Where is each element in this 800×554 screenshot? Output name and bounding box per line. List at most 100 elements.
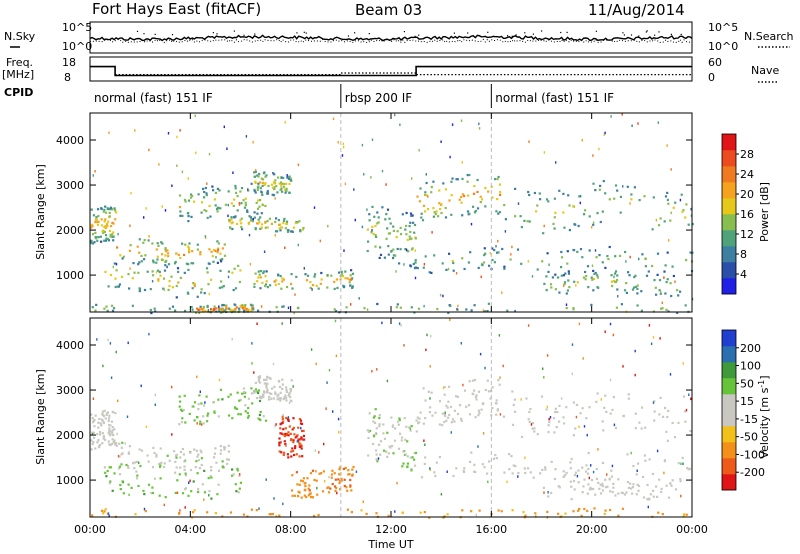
power-cell xyxy=(579,201,581,205)
velocity-cell xyxy=(328,475,330,479)
power-cell xyxy=(233,216,236,219)
velocity-cell xyxy=(130,486,133,489)
power-cell xyxy=(466,210,470,213)
velocity-cell xyxy=(117,454,120,458)
velocity-cell xyxy=(398,417,401,420)
velocity-cell xyxy=(527,418,530,421)
power-cell xyxy=(210,308,213,311)
velocity-cell xyxy=(343,484,346,488)
velocity-cell xyxy=(189,468,193,472)
velocity-cell xyxy=(434,411,437,414)
velocity-cell xyxy=(349,485,352,488)
velocity-cell xyxy=(281,378,284,381)
velocity-cell xyxy=(346,489,349,492)
velocity-cell xyxy=(546,510,549,513)
power-cell xyxy=(554,288,557,291)
power-cell xyxy=(250,218,253,221)
velocity-cell xyxy=(653,410,656,413)
power-cell xyxy=(576,250,579,253)
y-tick-label: 2000 xyxy=(56,224,84,237)
velocity-cell xyxy=(549,416,552,419)
power-cell xyxy=(143,216,145,219)
velocity-cell xyxy=(494,454,497,457)
power-cell xyxy=(234,215,237,218)
power-cell xyxy=(616,288,619,291)
velocity-cell xyxy=(184,474,187,477)
velocity-cell xyxy=(488,460,491,463)
power-cell xyxy=(179,129,181,132)
velocity-cell xyxy=(562,416,565,419)
noise-spike xyxy=(154,33,156,35)
velocity-cell xyxy=(422,422,425,425)
power-cell xyxy=(528,220,531,223)
power-cell xyxy=(280,287,283,290)
velocity-cell xyxy=(99,431,102,434)
velocity-cell xyxy=(424,399,427,402)
velocity-cell xyxy=(526,467,530,470)
velocity-cell xyxy=(575,403,578,407)
x-tick-label: 20:00 xyxy=(576,523,608,536)
power-cell xyxy=(306,274,310,277)
velocity-cell xyxy=(292,385,294,388)
velocity-cell xyxy=(377,457,380,460)
power-cell xyxy=(257,182,260,185)
power-cell xyxy=(399,248,402,251)
velocity-cell xyxy=(635,493,638,496)
power-cell xyxy=(314,273,317,276)
power-cell xyxy=(434,213,437,216)
power-cell xyxy=(152,274,155,277)
power-cell xyxy=(430,191,433,194)
power-cell xyxy=(681,210,684,213)
velocity-cell xyxy=(429,467,431,470)
power-cell xyxy=(636,304,639,307)
x-tick-label: 12:00 xyxy=(375,523,407,536)
velocity-cell xyxy=(378,414,381,417)
velocity-cell xyxy=(428,411,431,414)
power-cell xyxy=(496,251,499,254)
power-cell xyxy=(211,185,214,188)
power-cell xyxy=(213,198,216,201)
velocity-cell xyxy=(257,377,261,381)
velocity-cell xyxy=(98,444,102,447)
velocity-cell xyxy=(279,427,282,430)
power-cell xyxy=(227,270,230,273)
velocity-cell xyxy=(163,503,165,507)
velocity-cell xyxy=(213,410,216,413)
power-cell xyxy=(341,275,345,278)
power-cell xyxy=(470,222,473,226)
power-cell xyxy=(476,207,480,210)
power-cell xyxy=(198,311,201,315)
power-cell xyxy=(232,171,234,174)
power-cell xyxy=(192,262,195,265)
velocity-cell xyxy=(393,439,397,442)
power-cell xyxy=(205,194,208,197)
velocity-cell xyxy=(423,462,426,466)
velocity-cell xyxy=(135,460,138,463)
velocity-cell xyxy=(111,431,114,434)
power-cell xyxy=(244,308,247,311)
power-cell xyxy=(320,271,323,275)
power-cell xyxy=(467,261,470,264)
velocity-cell xyxy=(614,494,617,497)
velocity-cell xyxy=(511,423,515,426)
power-cell xyxy=(214,204,217,207)
velocity-cell xyxy=(646,498,649,501)
nave-right-tick-bottom: 0 xyxy=(708,71,715,84)
velocity-cell xyxy=(611,491,614,494)
velocity-cell xyxy=(179,400,182,403)
power-cell xyxy=(619,211,622,214)
power-cell xyxy=(179,210,182,213)
power-cell xyxy=(159,274,162,277)
velocity-cell xyxy=(576,474,579,478)
noise-spike xyxy=(654,34,656,36)
power-cell xyxy=(104,239,107,242)
power-cell xyxy=(258,221,261,224)
velocity-cell xyxy=(556,411,559,414)
velocity-cell xyxy=(634,427,637,430)
power-cell xyxy=(547,270,550,273)
power-cell xyxy=(592,154,594,157)
colorbar-swatch xyxy=(722,214,736,231)
velocity-cell xyxy=(554,407,557,410)
power-cell xyxy=(108,215,111,218)
velocity-cell xyxy=(94,447,97,450)
